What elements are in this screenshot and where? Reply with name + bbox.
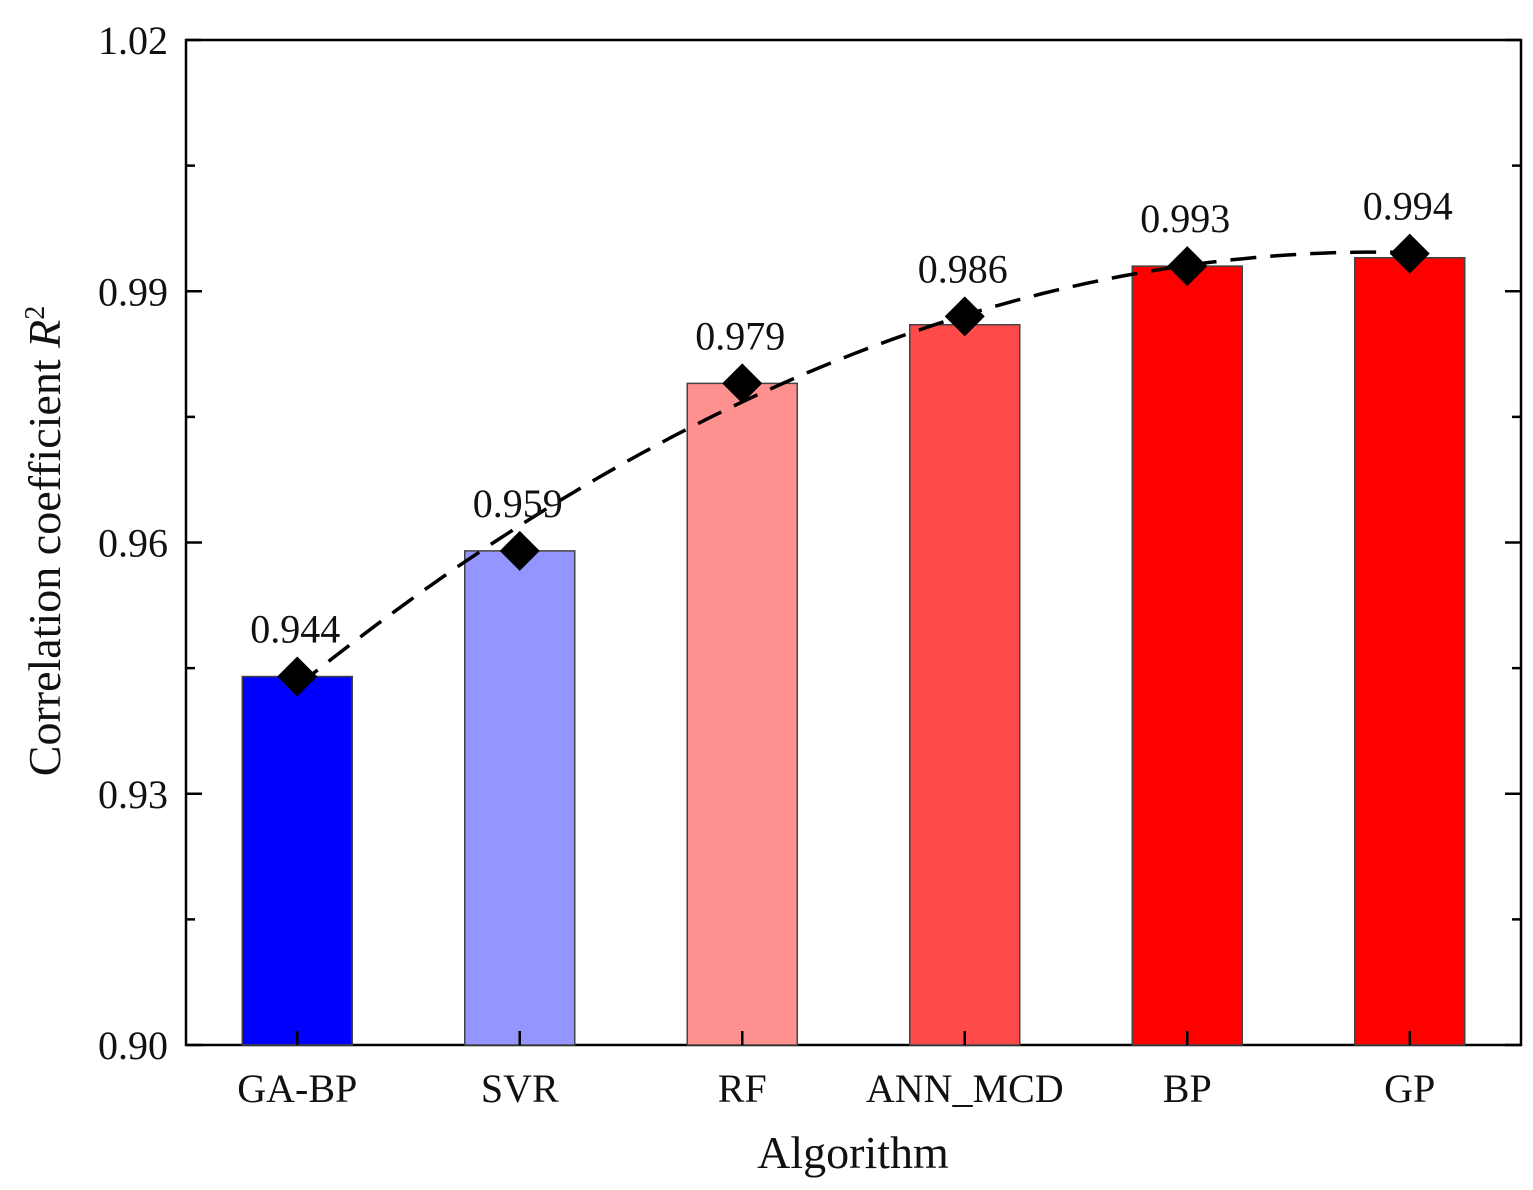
y-axis-title-symbol: R bbox=[19, 320, 70, 349]
x-tick-label: GA-BP bbox=[237, 1066, 357, 1111]
data-label: 0.944 bbox=[250, 607, 340, 652]
trend-line bbox=[296, 250, 1410, 688]
marker-diamond bbox=[722, 363, 763, 404]
bar-rf bbox=[686, 382, 798, 1046]
marker-diamond bbox=[944, 296, 985, 337]
y-axis-title-superscript: 2 bbox=[20, 306, 51, 320]
marker-diamond bbox=[499, 530, 540, 571]
y-tick-label: 0.96 bbox=[98, 521, 168, 566]
bar-svr bbox=[464, 550, 576, 1046]
y-axis-ticks: 0.90 0.93 0.96 0.99 1.02 bbox=[98, 18, 1521, 1068]
x-tick-label: SVR bbox=[481, 1066, 559, 1111]
y-tick-label: 0.93 bbox=[98, 772, 168, 817]
y-tick-label: 0.99 bbox=[98, 269, 168, 314]
trend-line-layer bbox=[296, 250, 1410, 688]
bar-bp bbox=[1131, 265, 1243, 1046]
data-label: 0.994 bbox=[1363, 184, 1453, 229]
y-tick-label: 0.90 bbox=[98, 1023, 168, 1068]
data-labels-layer: 0.944 0.959 0.979 0.986 0.993 0.994 bbox=[250, 184, 1453, 652]
x-axis-title: Algorithm bbox=[757, 1127, 949, 1178]
y-tick-label: 1.02 bbox=[98, 18, 168, 63]
marker-diamond bbox=[277, 656, 318, 697]
x-tick-label: RF bbox=[718, 1066, 767, 1111]
x-tick-label: ANN_MCD bbox=[866, 1066, 1064, 1111]
data-label: 0.993 bbox=[1140, 196, 1230, 241]
bar-ann-mcd bbox=[909, 324, 1021, 1046]
y-axis-title-main: Correlation coefficient bbox=[19, 348, 70, 776]
marker-diamond bbox=[1389, 233, 1430, 274]
data-label: 0.959 bbox=[473, 481, 563, 526]
x-tick-label: BP bbox=[1163, 1066, 1212, 1111]
bars-layer bbox=[241, 257, 1466, 1046]
bar-ga-bp bbox=[241, 675, 353, 1046]
x-axis-tick-labels: GA-BP SVR RF ANN_MCD BP GP bbox=[237, 1031, 1435, 1111]
x-tick-label: GP bbox=[1384, 1066, 1435, 1111]
data-label: 0.986 bbox=[918, 246, 1008, 291]
data-label: 0.979 bbox=[695, 313, 785, 358]
markers-layer bbox=[277, 233, 1430, 697]
bar-gp bbox=[1354, 257, 1466, 1046]
y-axis-title: Correlation coefficient R2 bbox=[19, 306, 70, 776]
marker-diamond bbox=[1167, 246, 1208, 287]
plot-frame bbox=[184, 38, 1523, 1047]
